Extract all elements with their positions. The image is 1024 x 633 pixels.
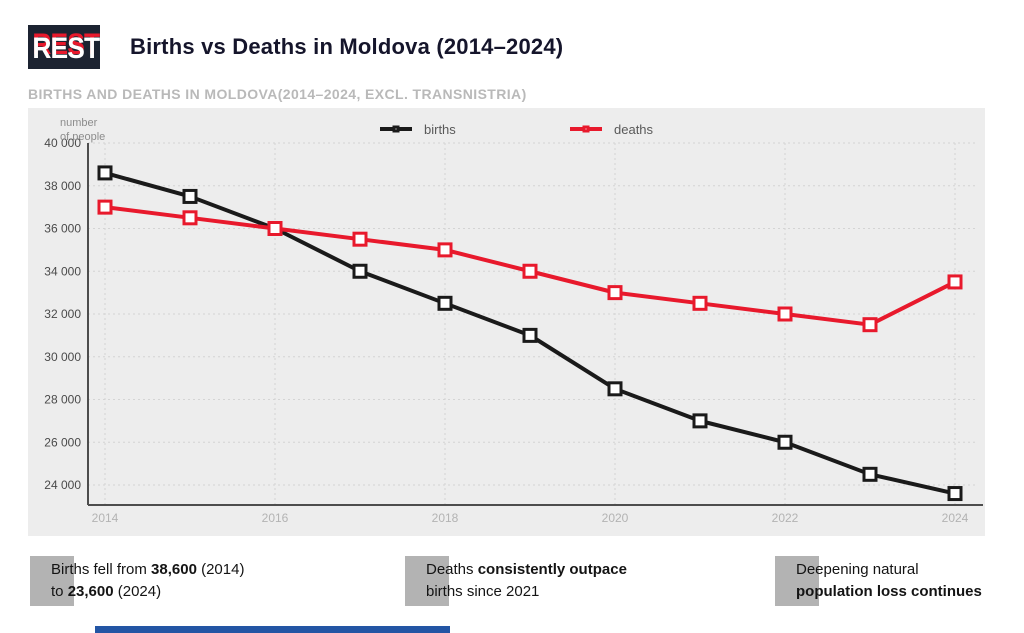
svg-text:2022: 2022 [772, 511, 799, 525]
svg-text:40 000: 40 000 [44, 136, 81, 150]
deaths-line-marker-icon [570, 125, 602, 133]
annotation-text: Deaths consistently outpace births since… [426, 561, 627, 600]
svg-text:2024: 2024 [942, 511, 969, 525]
svg-text:32 000: 32 000 [44, 307, 81, 321]
page-title: Births vs Deaths in Moldova (2014–2024) [130, 34, 564, 59]
svg-text:2020: 2020 [602, 511, 629, 525]
gray-square-bullet-icon [405, 556, 449, 606]
legend-label-deaths: deaths [614, 121, 654, 137]
svg-text:38 000: 38 000 [44, 179, 81, 193]
legend-item-deaths: deaths [570, 120, 653, 138]
svg-text:34 000: 34 000 [44, 264, 81, 278]
key-findings: Births fell from 38,600 (2014) to 23,600… [0, 552, 1024, 612]
svg-text:2014: 2014 [92, 511, 119, 525]
footer-accent-bar [95, 626, 450, 633]
legend-item-births: births [380, 120, 456, 138]
annotation-text: Deepening natural population loss contin… [796, 561, 982, 600]
chart-legend: births deaths [28, 120, 985, 140]
legend-label-births: births [424, 121, 456, 137]
svg-text:24 000: 24 000 [44, 478, 81, 492]
svg-text:28 000: 28 000 [44, 393, 81, 407]
gray-square-bullet-icon [775, 556, 819, 606]
rest-logo-accent-text: REST [32, 28, 100, 61]
svg-text:2018: 2018 [432, 511, 459, 525]
svg-text:26 000: 26 000 [44, 435, 81, 449]
svg-text:2016: 2016 [262, 511, 289, 525]
annotation-deaths-outpace: Deaths consistently outpace births since… [405, 552, 627, 606]
chart-panel: 40 000 38 000 36 000 34 000 32 000 30 000 28 0… [28, 108, 985, 536]
header: REST REST Births vs Deaths in Moldova (2… [28, 24, 563, 70]
annotation-population-loss: Deepening natural population loss contin… [775, 552, 982, 606]
chart-svg: 40 000 38 000 36 000 34 000 32 000 30 000 28 0… [44, 136, 983, 525]
annotation-text: Births fell from 38,600 (2014) to 23,600… [51, 561, 245, 600]
rest-logo-text: REST [32, 32, 100, 65]
rest-logo: REST REST [28, 25, 100, 69]
chart-subtitle: BIRTHS AND DEATHS IN MOLDOVA(2014–2024, … [28, 86, 527, 102]
annotation-births-decline: Births fell from 38,600 (2014) to 23,600… [30, 552, 245, 606]
births-line-marker-icon [380, 125, 412, 133]
y-axis-caption: number of people [60, 117, 106, 144]
gray-square-bullet-icon [30, 556, 74, 606]
svg-text:30 000: 30 000 [44, 350, 81, 364]
svg-text:36 000: 36 000 [44, 222, 81, 236]
